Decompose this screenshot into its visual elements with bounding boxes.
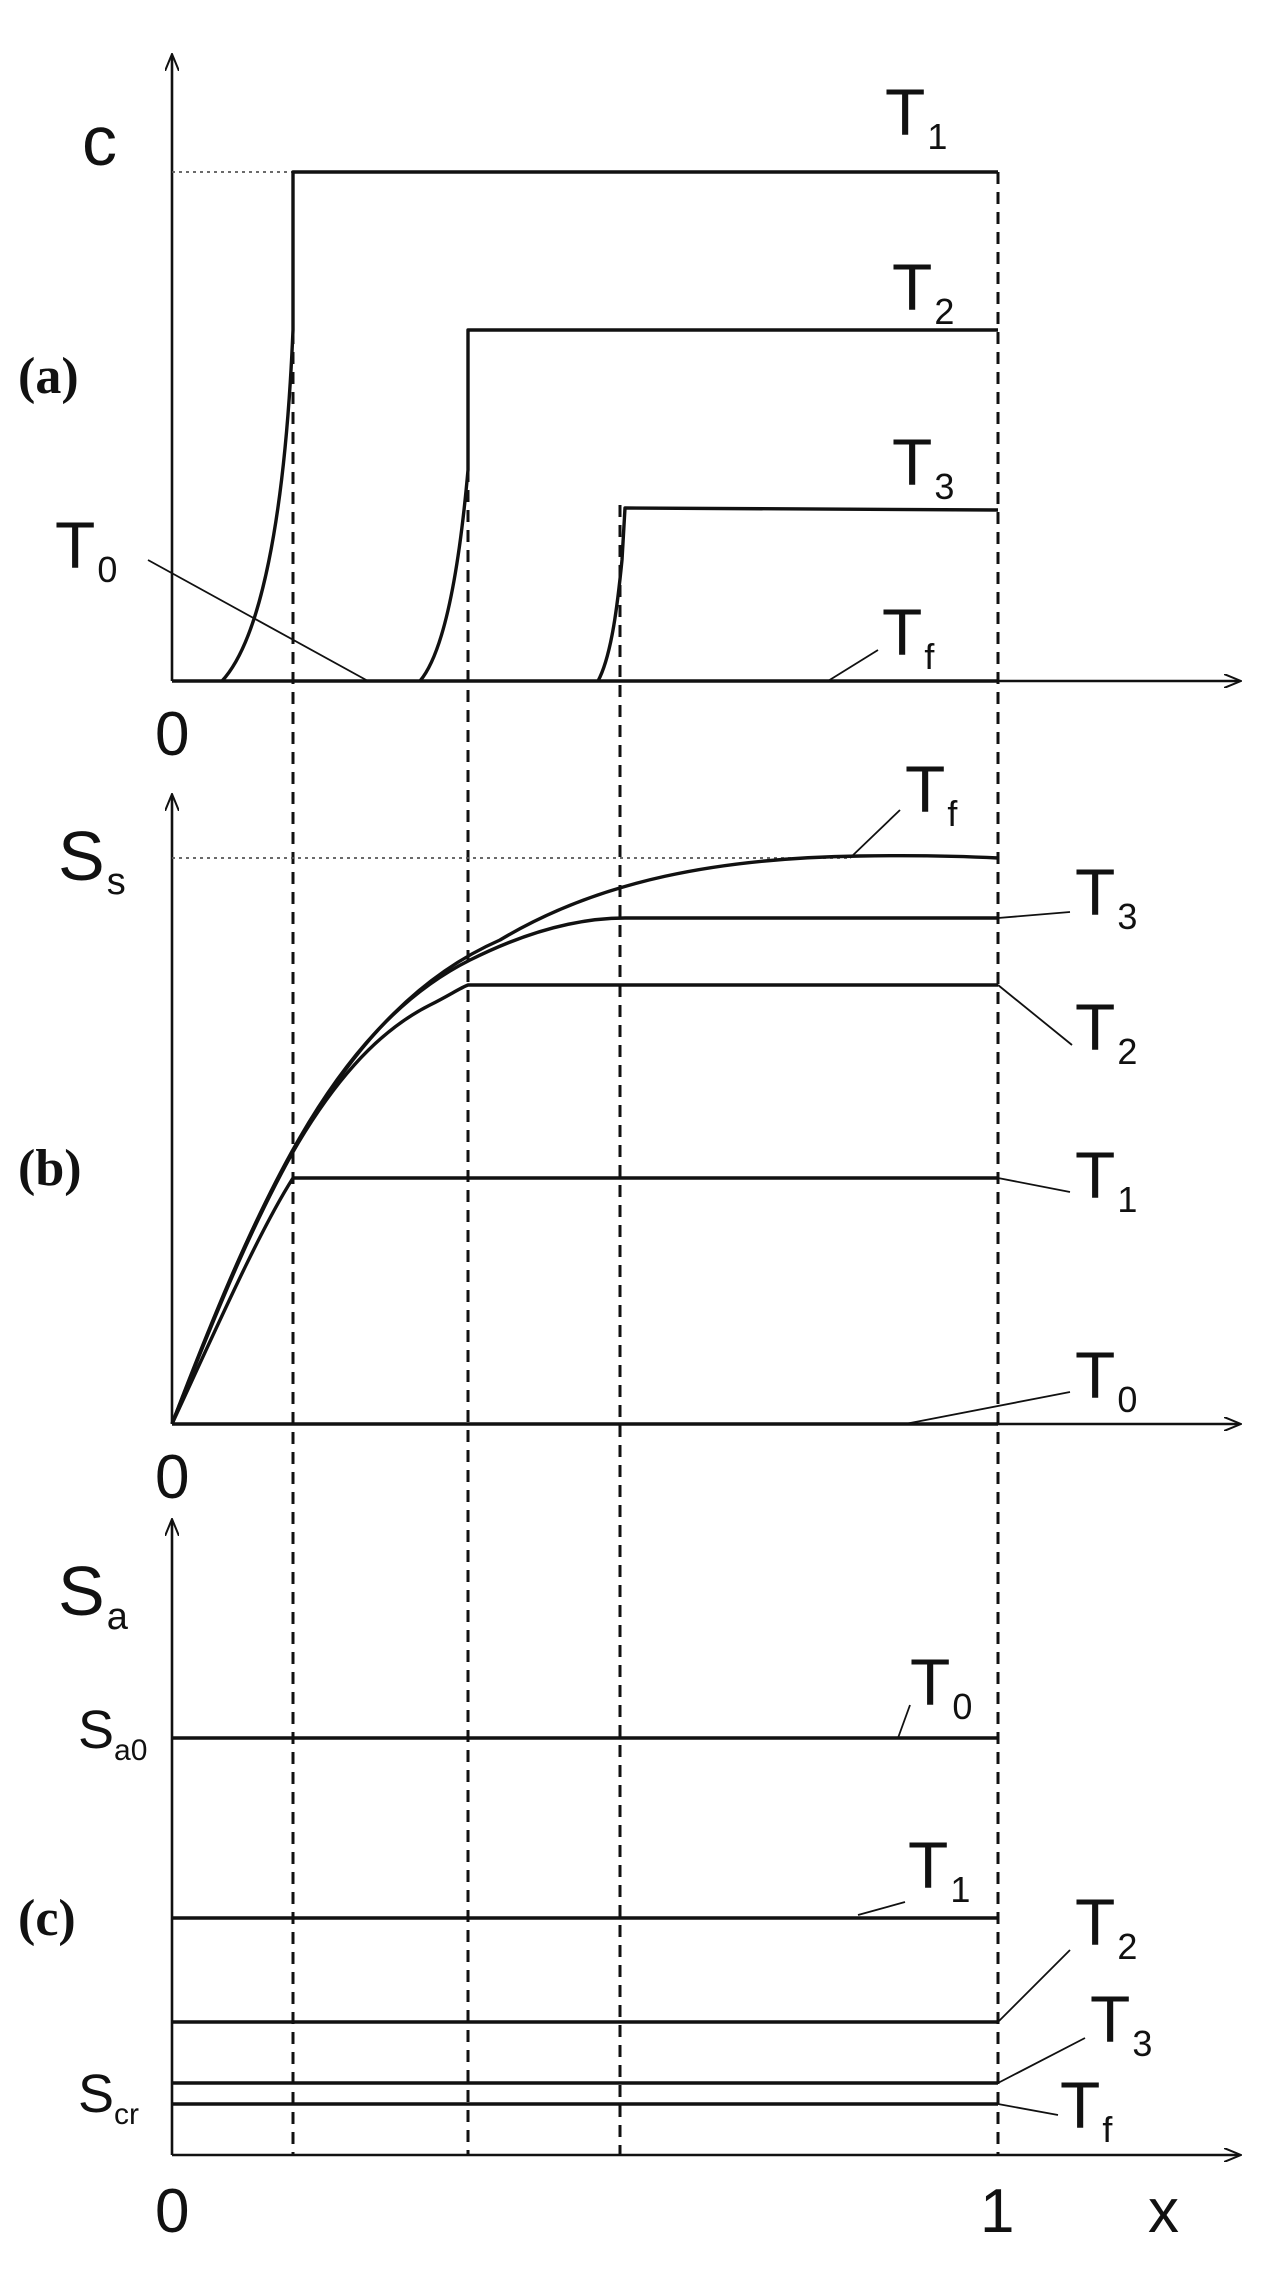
curve-b-T3	[170, 916, 998, 1425]
leader-b-T0	[904, 1391, 1071, 1425]
panel-a-label: (a)	[18, 348, 79, 405]
leader-a-Tf	[827, 649, 879, 682]
label-c-T0: T0	[910, 1645, 972, 1727]
label-a-T1: T1	[885, 75, 947, 157]
tick-label-scr: Scr	[78, 2064, 139, 2131]
leader-a-T0	[147, 559, 369, 682]
label-b-Tf: Tf	[905, 752, 958, 834]
panel-a-y-label: c	[82, 102, 117, 180]
tick-label-sa0: Sa0	[78, 1700, 147, 1767]
panel-c-y-label: Sa	[58, 1552, 129, 1638]
leader-b-T1	[997, 1177, 1071, 1193]
leader-c-Tf	[997, 2103, 1059, 2116]
x-axis-label: x	[1148, 2177, 1179, 2246]
label-c-Tf: Tf	[1060, 2068, 1113, 2150]
leader-b-T2	[997, 984, 1073, 1046]
panel-b-y-label: Ss	[58, 817, 126, 903]
label-a-Tf: Tf	[882, 595, 935, 677]
panel-c: Sa Sa0 Scr (c) 0 1 x T0 T1 T2 T3 Tf	[18, 1520, 1240, 2246]
x-axis-end-tick: 1	[980, 2177, 1014, 2246]
label-b-T1: T1	[1075, 1138, 1137, 1220]
label-a-T0: T0	[55, 508, 117, 590]
curve-b-Tf	[170, 853, 999, 1425]
panel-a: c (a) 0 T1 T2 T3 T0 Tf	[18, 55, 1240, 769]
curve-a-T2	[418, 328, 998, 683]
panel-a-origin: 0	[155, 700, 189, 769]
leader-c-T0	[897, 1704, 911, 1739]
panel-b: Ss (b) 0 Tf T3 T2 T1 T0	[18, 752, 1240, 1512]
label-a-T2: T2	[892, 250, 954, 332]
curve-a-T3	[596, 506, 999, 682]
curve-b-T2	[170, 983, 998, 1425]
panel-c-origin: 0	[155, 2177, 189, 2246]
leader-b-Tf	[849, 809, 901, 859]
label-b-T2: T2	[1075, 990, 1137, 1072]
curve-b-T1	[170, 1176, 998, 1425]
panel-b-origin: 0	[155, 1443, 189, 1512]
label-a-T3: T3	[892, 425, 954, 507]
leader-c-T1	[857, 1901, 906, 1916]
label-c-T1: T1	[908, 1828, 970, 1910]
leader-c-T2	[997, 1949, 1071, 2023]
leader-b-T3	[997, 911, 1071, 919]
label-b-T3: T3	[1075, 855, 1137, 937]
front-guides	[291, 172, 1000, 2155]
label-b-T0: T0	[1075, 1338, 1137, 1420]
panel-b-label: (b)	[18, 1140, 82, 1197]
leader-c-T3	[997, 2037, 1086, 2084]
label-c-T3: T3	[1090, 1982, 1152, 2064]
curve-a-T1	[220, 170, 998, 683]
label-c-T2: T2	[1075, 1885, 1137, 1967]
panel-c-label: (c)	[18, 1890, 76, 1947]
